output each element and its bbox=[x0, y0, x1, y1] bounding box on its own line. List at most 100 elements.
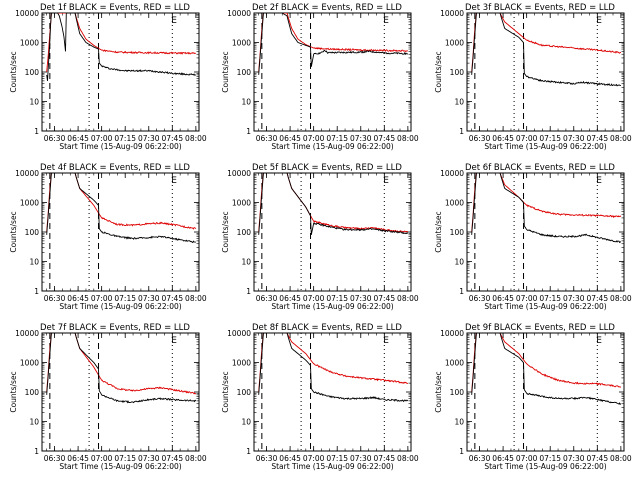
x-tick-label: 06:45 bbox=[279, 134, 301, 143]
x-tick-label: 07:15 bbox=[326, 454, 348, 463]
x-tick-label: 06:30 bbox=[256, 134, 278, 143]
x-axis-title: Start Time (15-Aug-09 06:22:00) bbox=[484, 302, 606, 311]
x-tick-label: 07:00 bbox=[516, 294, 538, 303]
x-tick-label: 07:30 bbox=[563, 294, 585, 303]
x-tick-label: 07:45 bbox=[586, 294, 608, 303]
x-tick-label: 07:00 bbox=[91, 294, 113, 303]
y-tick-label: 100 bbox=[450, 68, 465, 77]
x-tick-label: 07:15 bbox=[114, 294, 136, 303]
y-tick-label: 10 bbox=[241, 98, 251, 107]
y-tick-label: 10000 bbox=[227, 9, 251, 18]
plot-frame bbox=[41, 12, 200, 132]
y-tick-label: 1 bbox=[34, 287, 39, 296]
events-series-line bbox=[471, 333, 622, 406]
x-tick-label: 07:00 bbox=[516, 134, 538, 143]
y-tick-label: 100 bbox=[25, 68, 40, 77]
y-tick-label: 1000 bbox=[445, 39, 464, 48]
x-tick-label: 07:45 bbox=[161, 454, 183, 463]
panel-title: Det 1f BLACK = Events, RED = LLD bbox=[40, 3, 190, 13]
flag-label: E bbox=[596, 16, 602, 26]
y-tick-label: 10000 bbox=[440, 9, 464, 18]
y-tick-label: 10000 bbox=[440, 169, 464, 178]
x-tick-label: 07:00 bbox=[303, 454, 325, 463]
x-tick-label: 07:00 bbox=[91, 454, 113, 463]
plot-frame bbox=[253, 12, 412, 132]
x-tick-label: 08:00 bbox=[185, 294, 207, 303]
x-tick-label: 06:30 bbox=[469, 294, 491, 303]
x-tick-label: 07:15 bbox=[114, 134, 136, 143]
detector-panel: Det 6f BLACK = Events, RED = LLD 1 10 100 10… bbox=[434, 163, 632, 311]
x-tick-label: 06:45 bbox=[279, 454, 301, 463]
x-tick-label: 06:30 bbox=[44, 294, 66, 303]
lld-series-line bbox=[258, 13, 408, 73]
x-tick-label: 07:45 bbox=[373, 294, 395, 303]
x-tick-label: 07:00 bbox=[303, 294, 325, 303]
lld-series-line bbox=[46, 173, 197, 233]
y-tick-label: 1000 bbox=[445, 359, 464, 368]
x-tick-label: 07:30 bbox=[138, 294, 160, 303]
y-tick-label: 1 bbox=[34, 447, 39, 456]
x-tick-label: 06:45 bbox=[67, 294, 89, 303]
x-tick-label: 07:45 bbox=[586, 454, 608, 463]
y-tick-label: 1000 bbox=[232, 39, 251, 48]
y-tick-label: 1 bbox=[459, 287, 464, 296]
events-series-line bbox=[471, 13, 621, 87]
x-tick-label: 08:00 bbox=[397, 134, 419, 143]
flag-label: E bbox=[171, 16, 177, 26]
detector-panel: Det 2f BLACK = Events, RED = LLD 1 10 100 10… bbox=[221, 3, 419, 151]
x-tick-label: 07:30 bbox=[350, 454, 372, 463]
x-tick-label: 06:30 bbox=[256, 294, 278, 303]
y-tick-label: 100 bbox=[237, 228, 252, 237]
events-series-line bbox=[471, 173, 622, 244]
x-tick-label: 08:00 bbox=[610, 294, 632, 303]
x-tick-label: 08:00 bbox=[185, 134, 207, 143]
y-axis-title: Counts/sec bbox=[221, 211, 230, 252]
x-tick-label: 08:00 bbox=[397, 454, 419, 463]
events-series-line bbox=[46, 333, 197, 404]
lld-series-line bbox=[46, 13, 196, 73]
x-tick-label: 07:30 bbox=[350, 294, 372, 303]
x-tick-label: 07:15 bbox=[326, 294, 348, 303]
x-tick-label: 06:30 bbox=[44, 454, 66, 463]
x-tick-label: 08:00 bbox=[397, 294, 419, 303]
panel-title: Det 2f BLACK = Events, RED = LLD bbox=[252, 3, 402, 13]
y-tick-label: 10 bbox=[241, 258, 251, 267]
x-tick-label: 07:15 bbox=[326, 134, 348, 143]
plot-frame bbox=[253, 332, 412, 452]
y-axis-title: Counts/sec bbox=[9, 211, 18, 252]
y-tick-label: 10 bbox=[454, 258, 464, 267]
y-tick-label: 10000 bbox=[227, 329, 251, 338]
x-tick-label: 06:45 bbox=[492, 454, 514, 463]
flag-label: E bbox=[171, 176, 177, 186]
x-tick-label: 06:45 bbox=[492, 134, 514, 143]
panel-title: Det 5f BLACK = Events, RED = LLD bbox=[252, 163, 402, 173]
x-axis-title: Start Time (15-Aug-09 06:22:00) bbox=[59, 462, 181, 471]
plot-frame bbox=[41, 332, 200, 452]
x-tick-label: 06:45 bbox=[492, 294, 514, 303]
y-tick-label: 100 bbox=[450, 388, 465, 397]
x-tick-label: 07:00 bbox=[303, 134, 325, 143]
panel-title: Det 7f BLACK = Events, RED = LLD bbox=[40, 323, 190, 333]
panel-title: Det 3f BLACK = Events, RED = LLD bbox=[465, 3, 615, 13]
x-tick-label: 08:00 bbox=[185, 454, 207, 463]
x-tick-label: 06:45 bbox=[67, 454, 89, 463]
lld-series-line bbox=[471, 173, 622, 233]
y-tick-label: 10000 bbox=[227, 169, 251, 178]
detector-panel: Det 7f BLACK = Events, RED = LLD 1 10 100 10… bbox=[9, 323, 207, 471]
y-tick-label: 1000 bbox=[20, 39, 39, 48]
x-tick-label: 07:15 bbox=[539, 134, 561, 143]
detector-panel: Det 9f BLACK = Events, RED = LLD 1 10 100 10… bbox=[434, 323, 632, 471]
x-tick-label: 07:15 bbox=[114, 454, 136, 463]
panel-title: Det 6f BLACK = Events, RED = LLD bbox=[465, 163, 615, 173]
events-series-line bbox=[258, 173, 409, 235]
x-tick-label: 07:45 bbox=[161, 134, 183, 143]
y-tick-label: 100 bbox=[25, 388, 40, 397]
events-series-line bbox=[258, 333, 409, 403]
flag-label: E bbox=[383, 176, 389, 186]
y-axis-title: Counts/sec bbox=[434, 211, 443, 252]
detector-panel: Det 8f BLACK = Events, RED = LLD 1 10 100 10… bbox=[221, 323, 419, 471]
x-axis-title: Start Time (15-Aug-09 06:22:00) bbox=[271, 142, 393, 151]
plot-frame bbox=[41, 172, 200, 292]
